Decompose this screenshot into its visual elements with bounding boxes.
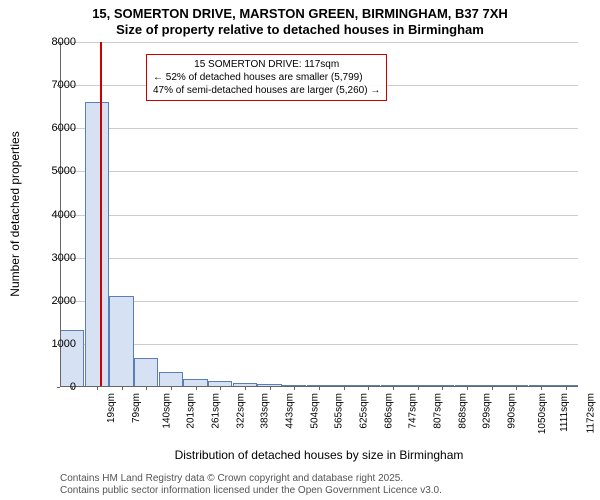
x-tick-label: 625sqm: [358, 393, 369, 429]
x-tick-label: 201sqm: [186, 393, 197, 429]
chart-title-line1: 15, SOMERTON DRIVE, MARSTON GREEN, BIRMI…: [0, 6, 600, 21]
x-tick-mark: [393, 387, 394, 390]
grid-line: [60, 215, 578, 216]
annotation-line1: 15 SOMERTON DRIVE: 117sqm: [153, 58, 380, 71]
y-tick-mark: [57, 387, 60, 388]
annotation-line2: ← 52% of detached houses are smaller (5,…: [153, 71, 380, 84]
plot-area: 15 SOMERTON DRIVE: 117sqm ← 52% of detac…: [60, 42, 578, 387]
x-tick-mark: [122, 387, 123, 390]
x-tick-mark: [171, 387, 172, 390]
x-tick-label: 1050sqm: [537, 393, 548, 434]
x-tick-label: 19sqm: [106, 393, 117, 423]
y-tick-mark: [57, 128, 60, 129]
y-tick-mark: [57, 215, 60, 216]
y-tick-label: 6000: [36, 122, 76, 134]
y-tick-label: 0: [36, 381, 76, 393]
annotation-box: 15 SOMERTON DRIVE: 117sqm ← 52% of detac…: [146, 54, 387, 101]
chart-title-line2: Size of property relative to detached ho…: [0, 22, 600, 37]
histogram-chart: 15, SOMERTON DRIVE, MARSTON GREEN, BIRMI…: [0, 0, 600, 500]
histogram-bar: [159, 372, 183, 387]
y-tick-label: 7000: [36, 79, 76, 91]
x-tick-mark: [319, 387, 320, 390]
x-tick-label: 565sqm: [334, 393, 345, 429]
x-tick-mark: [442, 387, 443, 390]
x-tick-label: 1172sqm: [585, 393, 596, 433]
y-tick-mark: [57, 344, 60, 345]
grid-line: [60, 42, 578, 43]
histogram-bar: [109, 296, 133, 387]
x-tick-label: 140sqm: [161, 393, 172, 429]
y-tick-label: 5000: [36, 165, 76, 177]
x-tick-label: 868sqm: [457, 393, 468, 429]
property-marker-line: [100, 42, 102, 387]
x-axis-title: Distribution of detached houses by size …: [60, 448, 578, 462]
grid-line: [60, 128, 578, 129]
x-tick-mark: [344, 387, 345, 390]
x-tick-label: 686sqm: [383, 393, 394, 429]
x-tick-label: 443sqm: [284, 393, 295, 429]
y-tick-mark: [57, 258, 60, 259]
x-tick-label: 929sqm: [482, 393, 493, 429]
footer-line2: Contains public sector information licen…: [60, 485, 442, 496]
grid-line: [60, 344, 578, 345]
y-tick-label: 4000: [36, 209, 76, 221]
x-tick-mark: [72, 387, 73, 390]
x-tick-mark: [541, 387, 542, 390]
x-tick-label: 322sqm: [235, 393, 246, 429]
y-tick-label: 8000: [36, 36, 76, 48]
x-tick-label: 990sqm: [506, 393, 517, 429]
x-tick-mark: [492, 387, 493, 390]
y-tick-label: 1000: [36, 338, 76, 350]
histogram-bar: [85, 102, 109, 387]
x-tick-mark: [294, 387, 295, 390]
x-tick-mark: [516, 387, 517, 390]
x-tick-mark: [196, 387, 197, 390]
x-tick-label: 383sqm: [260, 393, 271, 429]
histogram-bar: [134, 358, 158, 387]
grid-line: [60, 258, 578, 259]
x-tick-label: 504sqm: [309, 393, 320, 429]
grid-line: [60, 171, 578, 172]
y-tick-mark: [57, 301, 60, 302]
x-tick-label: 79sqm: [131, 393, 142, 423]
x-tick-label: 1111sqm: [559, 393, 570, 432]
x-tick-mark: [97, 387, 98, 390]
x-tick-mark: [418, 387, 419, 390]
x-tick-mark: [220, 387, 221, 390]
x-tick-mark: [270, 387, 271, 390]
footer-line1: Contains HM Land Registry data © Crown c…: [60, 473, 403, 484]
x-tick-mark: [368, 387, 369, 390]
y-tick-mark: [57, 42, 60, 43]
y-tick-label: 2000: [36, 295, 76, 307]
x-tick-mark: [146, 387, 147, 390]
x-tick-mark: [467, 387, 468, 390]
x-tick-mark: [245, 387, 246, 390]
y-tick-label: 3000: [36, 252, 76, 264]
y-tick-mark: [57, 171, 60, 172]
y-tick-mark: [57, 85, 60, 86]
x-tick-mark: [566, 387, 567, 390]
x-tick-label: 261sqm: [210, 393, 221, 429]
x-tick-label: 807sqm: [432, 393, 443, 429]
annotation-line3: 47% of semi-detached houses are larger (…: [153, 84, 380, 97]
x-tick-label: 747sqm: [408, 393, 419, 429]
grid-line: [60, 301, 578, 302]
